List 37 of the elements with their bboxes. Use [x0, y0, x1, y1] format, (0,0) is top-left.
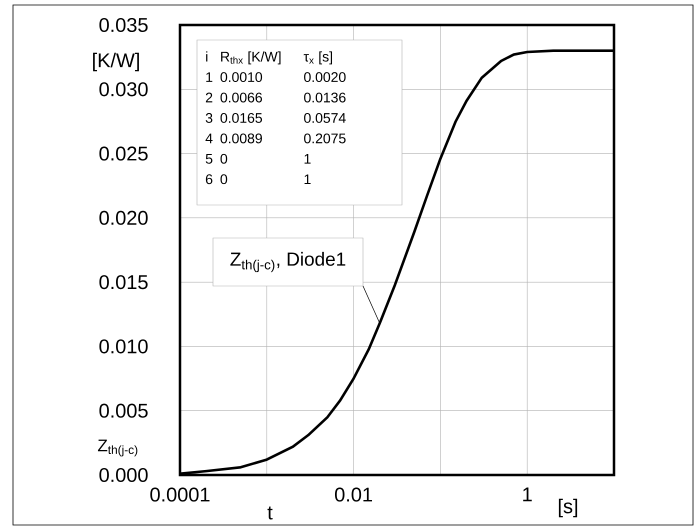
annotation: 0.0165 — [220, 113, 262, 123]
y-tick-label: 0.035 — [99, 18, 148, 32]
annotation: 0.0066 — [220, 92, 262, 102]
x-tick-label: 1 — [523, 488, 532, 502]
x-tick-label: 0.01 — [334, 488, 372, 502]
y-tick-label: 0.010 — [99, 339, 148, 354]
annotation: 1 — [304, 154, 311, 164]
y-tick-label: 0.025 — [99, 146, 148, 161]
annotation: 4 — [206, 134, 213, 144]
annotation: 0.0574 — [304, 113, 346, 123]
annotation: 2 — [206, 92, 212, 102]
annotation: R$_{thx}$ [K/W] — [221, 51, 281, 64]
y-tick-label: 0.015 — [99, 275, 148, 290]
annotation: 0.0020 — [304, 72, 346, 82]
annotation: 5 — [206, 154, 212, 164]
text: [s] — [558, 498, 578, 518]
annotation: 0 — [220, 154, 228, 164]
annotation: 1 — [206, 72, 212, 82]
annotation: 0.0010 — [220, 72, 262, 82]
annotation: 0.0136 — [304, 92, 346, 102]
annotation: 0.2075 — [304, 133, 346, 144]
y-tick-label: 0.000 — [99, 468, 148, 482]
y-tick-label: 0.005 — [99, 404, 148, 418]
annotation: 0.0089 — [220, 133, 262, 144]
annotation: i — [206, 51, 208, 62]
annotation: τ$_{x}$ [s] — [304, 51, 332, 64]
y-tick-label: 0.030 — [99, 82, 148, 96]
y-tick-label: 0.020 — [99, 210, 148, 225]
y-axis-title: Z$_{th(j-c)}$ — [98, 440, 138, 456]
x-tick-label: 0.0001 — [150, 488, 210, 502]
annotation: 1 — [304, 174, 311, 184]
x-axis-title: t — [268, 506, 273, 520]
text: [K/W] — [93, 52, 139, 72]
annotation: 0 — [220, 174, 228, 184]
text: Z$_{th(j-c)}$, Diode1 — [230, 252, 346, 272]
annotation: 3 — [206, 113, 212, 123]
annotation: 6 — [206, 174, 212, 184]
